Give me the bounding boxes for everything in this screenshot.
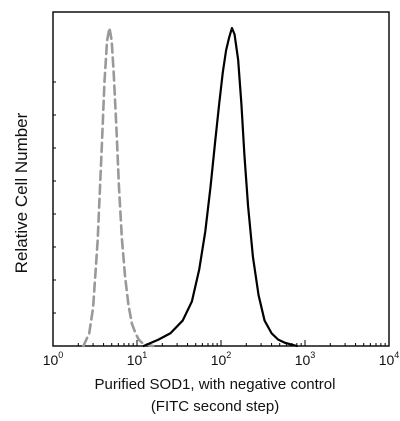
x-axis-ticks bbox=[52, 340, 390, 346]
x-tick-label: 104 bbox=[379, 350, 400, 368]
x-tick-label: 103 bbox=[295, 350, 316, 368]
y-axis-title: Relative Cell Number bbox=[12, 112, 31, 273]
series-group bbox=[82, 26, 298, 348]
plot-frame bbox=[52, 11, 390, 347]
x-tick-label: 101 bbox=[127, 350, 148, 368]
x-tick-label: 102 bbox=[211, 350, 232, 368]
sod1-series-line bbox=[142, 26, 298, 348]
y-axis-ticks bbox=[53, 81, 56, 347]
x-axis-tick-labels: 100 101 102 103 104 bbox=[43, 350, 400, 368]
negative-control-series-line bbox=[82, 26, 155, 348]
x-axis-title-line1: Purified SOD1, with negative control bbox=[95, 376, 336, 393]
x-axis-title-line2: (FITC second step) bbox=[151, 398, 279, 415]
x-tick-label: 100 bbox=[43, 350, 64, 368]
